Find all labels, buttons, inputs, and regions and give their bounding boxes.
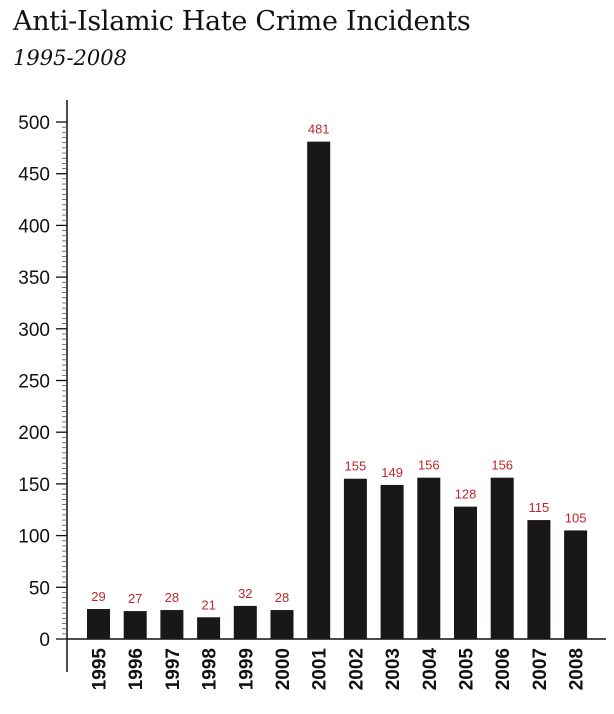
data-label: 481 bbox=[308, 122, 330, 137]
bar bbox=[454, 506, 477, 639]
data-label: 29 bbox=[91, 589, 105, 604]
data-label: 156 bbox=[491, 458, 513, 473]
x-tick-label: 1999 bbox=[236, 648, 257, 690]
y-tick-label: 450 bbox=[18, 165, 50, 186]
y-tick-label: 350 bbox=[18, 268, 50, 289]
y-tick-label: 250 bbox=[18, 372, 50, 393]
data-label: 156 bbox=[418, 458, 440, 473]
data-label: 115 bbox=[529, 500, 550, 515]
bar bbox=[380, 484, 404, 639]
data-label: 28 bbox=[275, 590, 289, 605]
x-tick-label: 2001 bbox=[310, 648, 331, 691]
data-label: 155 bbox=[345, 459, 367, 474]
data-label: 27 bbox=[128, 591, 142, 606]
bar bbox=[527, 520, 551, 639]
y-tick-label: 0 bbox=[39, 630, 50, 651]
axes bbox=[66, 100, 606, 672]
x-tick-label: 2006 bbox=[493, 648, 514, 690]
x-tick-label: 2000 bbox=[273, 648, 294, 690]
data-label: 21 bbox=[201, 597, 215, 612]
bar bbox=[87, 609, 110, 639]
x-tick-label: 1998 bbox=[200, 648, 221, 690]
x-tick-label: 2004 bbox=[420, 648, 441, 691]
x-tick-label: 2003 bbox=[383, 648, 404, 690]
data-label: 28 bbox=[165, 590, 179, 605]
x-tick-label: 1997 bbox=[163, 648, 184, 690]
x-tick-label: 2007 bbox=[530, 648, 551, 690]
x-tick-labels: 1995 1996 1997 1998 1999 2000 2001 2002 2003 2004… bbox=[90, 648, 588, 691]
x-tick-label: 1996 bbox=[126, 648, 147, 690]
y-tick-label: 100 bbox=[18, 527, 50, 548]
bar bbox=[233, 605, 257, 639]
bars bbox=[87, 141, 588, 639]
y-tick-label: 400 bbox=[18, 216, 50, 237]
bar bbox=[343, 478, 367, 639]
bar bbox=[197, 617, 221, 639]
y-tick-label: 500 bbox=[18, 113, 50, 134]
bar bbox=[307, 141, 331, 639]
chart-title: Anti-Islamic Hate Crime Incidents bbox=[13, 6, 471, 37]
y-tick-label: 50 bbox=[29, 578, 50, 599]
data-label: 32 bbox=[238, 586, 252, 601]
x-tick-label: 2008 bbox=[567, 648, 588, 690]
bar bbox=[160, 610, 184, 639]
x-tick-label: 2005 bbox=[457, 648, 478, 691]
data-label: 128 bbox=[455, 487, 477, 502]
bar bbox=[270, 610, 294, 639]
x-tick-label: 1995 bbox=[90, 648, 111, 691]
data-label: 105 bbox=[565, 510, 587, 525]
x-tick-label: 2002 bbox=[346, 648, 367, 690]
y-tick-label: 150 bbox=[18, 475, 50, 496]
y-ticks: 0 50 100 150 200 250 300 350 400 450 500 bbox=[18, 113, 67, 651]
bar bbox=[123, 611, 147, 639]
chart-subtitle: 1995-2008 bbox=[13, 46, 127, 70]
bar bbox=[490, 477, 514, 639]
y-tick-label: 200 bbox=[18, 423, 50, 444]
data-label: 149 bbox=[381, 465, 403, 480]
bar bbox=[417, 477, 441, 639]
bar bbox=[564, 530, 588, 639]
data-labels: 29 27 28 21 32 28 481 155 149 156 128 156 115 105 bbox=[91, 122, 586, 613]
y-tick-label: 300 bbox=[18, 320, 50, 341]
